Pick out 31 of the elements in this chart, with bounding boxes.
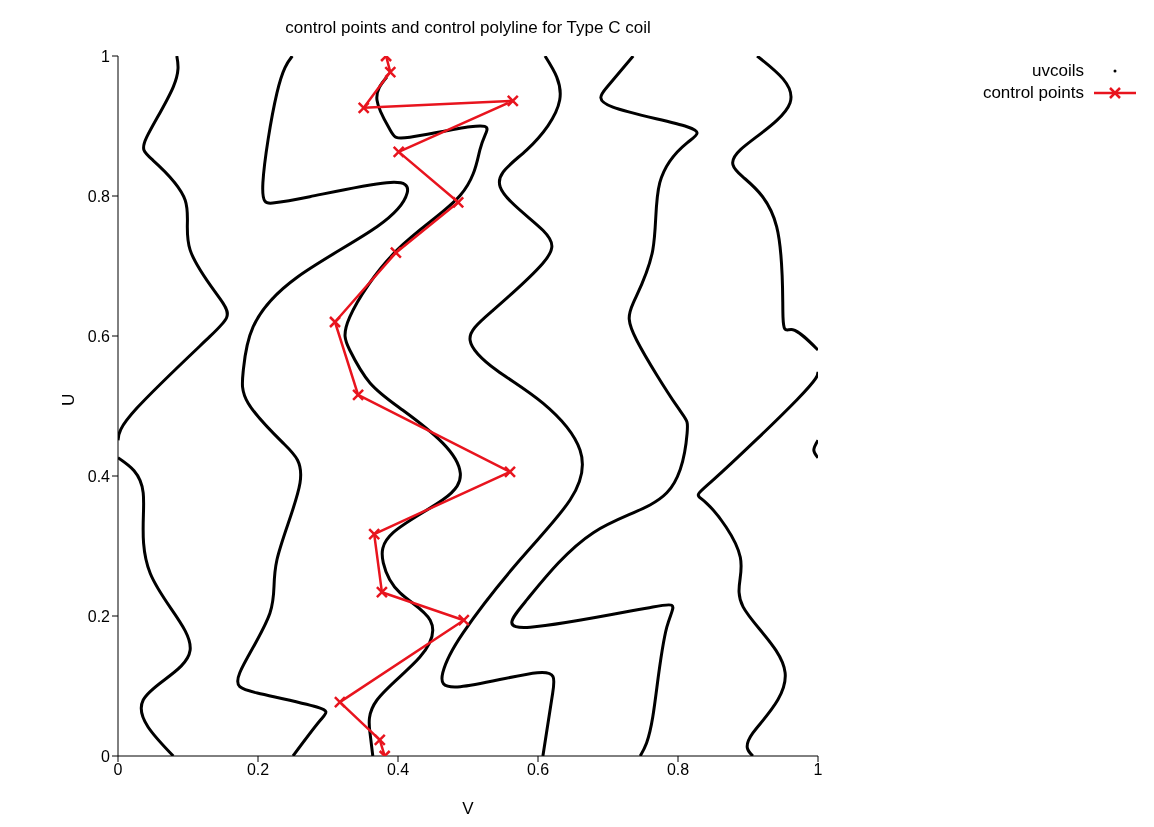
x-tick-label: 0.4 xyxy=(386,761,410,779)
y-axis-title: U xyxy=(59,393,79,406)
point xyxy=(503,465,517,479)
y-tick-label: 0 xyxy=(101,747,111,765)
x-tick-label: 0.8 xyxy=(666,761,690,779)
text: uvcoils xyxy=(1032,61,1084,81)
point xyxy=(373,733,387,747)
point xyxy=(375,585,389,599)
point xyxy=(357,101,370,115)
point xyxy=(389,246,403,259)
point xyxy=(333,695,347,709)
point xyxy=(328,315,342,329)
x-tick-label: 0.6 xyxy=(526,761,550,779)
legend-label: control points xyxy=(982,83,1084,103)
x-tick-label: 0 xyxy=(113,761,123,779)
point xyxy=(506,94,520,108)
x-axis-title: V xyxy=(462,799,475,818)
point xyxy=(457,613,471,627)
point xyxy=(384,65,397,79)
point xyxy=(367,527,381,541)
point xyxy=(392,145,405,159)
y-tick-label: 1 xyxy=(101,47,111,65)
point xyxy=(351,388,365,402)
y-tick-label: 0.6 xyxy=(87,327,111,345)
y-tick-label: 0.8 xyxy=(87,187,111,205)
x-tick-label: 1 xyxy=(813,761,823,779)
y-tick-label: 0.2 xyxy=(87,607,111,625)
point xyxy=(451,196,465,209)
x-tick-label: 0.2 xyxy=(246,761,270,779)
chart-title: control points and control polyline for Type C coil xyxy=(284,18,652,38)
y-tick-label: 0.4 xyxy=(87,467,111,485)
